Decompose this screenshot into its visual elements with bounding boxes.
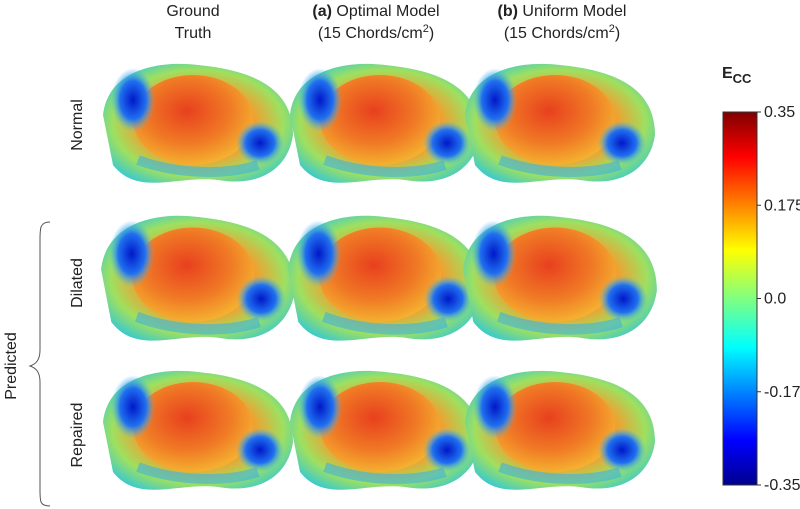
- colorbar-tick-label: -0.175: [764, 384, 800, 401]
- column-header: (15 Chords/cm2): [504, 23, 620, 42]
- valve-render: [290, 64, 480, 183]
- renderings: [101, 64, 657, 490]
- row-label: Dilated: [69, 258, 86, 308]
- colorbar-title: ECC: [722, 65, 752, 86]
- colorbar-tick-label: 0.35: [764, 104, 795, 121]
- column-header: Truth: [175, 25, 212, 42]
- group-label: Predicted: [3, 332, 20, 400]
- colorbar-tick-label: 0.0: [764, 291, 786, 308]
- colorbar: ECC 0.35 0.175 0.0 -0.175 -0.35: [722, 65, 800, 494]
- column-header: (15 Chords/cm2): [318, 23, 434, 42]
- colorbar-tick-label: 0.175: [764, 197, 800, 214]
- brace: [28, 221, 51, 507]
- row-label: Repaired: [69, 403, 86, 468]
- valve-render: [288, 216, 482, 341]
- valve-render: [103, 64, 293, 183]
- column-header: (a) Optimal Model: [312, 3, 439, 20]
- valve-render: [101, 216, 295, 341]
- row-label: Normal: [69, 99, 86, 151]
- column-headers: Ground Truth (a) Optimal Model (15 Chord…: [166, 3, 626, 42]
- colorbar-scale: [722, 111, 758, 486]
- column-header: Ground: [166, 3, 219, 20]
- row-labels: Normal Dilated Repaired Predicted: [3, 99, 86, 507]
- colorbar-tick-label: -0.35: [764, 477, 800, 494]
- valve-render: [465, 64, 655, 183]
- valve-render: [463, 216, 657, 341]
- valve-render: [465, 371, 655, 490]
- valve-render: [103, 371, 293, 490]
- column-header: (b) Uniform Model: [498, 3, 627, 20]
- valve-render: [290, 371, 480, 490]
